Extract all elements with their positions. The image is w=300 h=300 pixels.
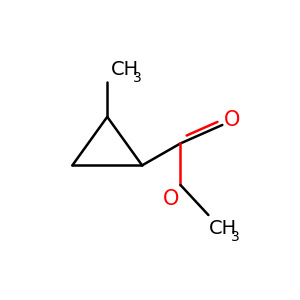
Text: 3: 3 [133, 70, 142, 85]
Text: CH: CH [111, 60, 139, 79]
Text: O: O [224, 110, 240, 130]
Text: 3: 3 [230, 230, 239, 244]
Text: O: O [163, 189, 179, 209]
Text: CH: CH [208, 219, 236, 238]
